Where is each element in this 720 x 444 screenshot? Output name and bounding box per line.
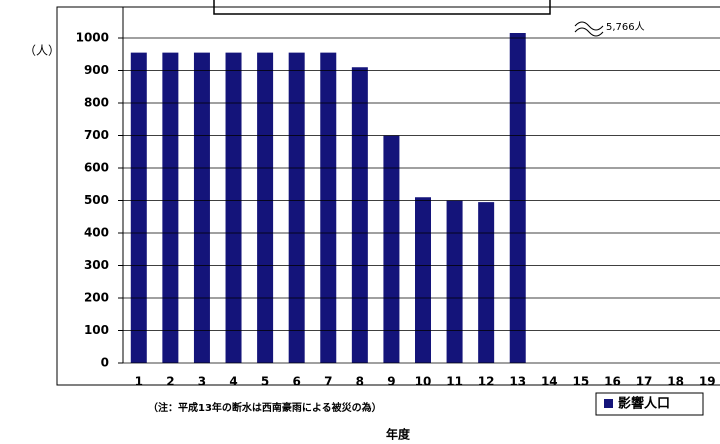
x-tick-label: 8 — [356, 375, 364, 389]
y-tick-label: 500 — [84, 193, 109, 207]
bar — [193, 52, 210, 363]
y-tick-label: 400 — [84, 226, 109, 240]
axis-break — [574, 21, 604, 37]
legend-box — [595, 392, 704, 416]
x-tick-label: 5 — [261, 375, 269, 389]
x-tick-label: 17 — [636, 375, 653, 389]
y-axis-label: （人） — [24, 44, 60, 58]
y-tick-label: 900 — [84, 63, 109, 77]
y-tick-label: 1000 — [76, 31, 109, 45]
y-tick-label: 200 — [84, 291, 109, 305]
x-tick-label: 4 — [229, 375, 237, 389]
x-tick-label: 19 — [699, 375, 716, 389]
y-tick-label: 700 — [84, 128, 109, 142]
bar — [351, 67, 368, 363]
x-tick-label: 2 — [166, 375, 174, 389]
chart-frame — [56, 6, 720, 386]
bar — [257, 52, 274, 363]
bar — [478, 202, 495, 363]
legend-label: 影響人口 — [618, 396, 670, 412]
plot — [130, 33, 526, 363]
x-tick-label: 10 — [415, 375, 432, 389]
x-tick-label: 12 — [478, 375, 495, 389]
y-tick-label: 100 — [84, 323, 109, 337]
x-tick-label: 3 — [198, 375, 206, 389]
bar — [509, 33, 526, 363]
bar — [415, 197, 431, 363]
y-tick-label: 300 — [84, 258, 109, 272]
x-tick-label: 18 — [667, 375, 684, 389]
bar — [225, 52, 242, 363]
legend-swatch — [604, 399, 613, 408]
note: （注：平成13年の断水は西南豪雨による被災の為） — [148, 401, 382, 414]
value-label: 5,766人 — [606, 21, 645, 33]
x-tick-label: 13 — [509, 375, 526, 389]
x-tick-label: 7 — [324, 375, 332, 389]
x-tick-label: 1 — [135, 375, 143, 389]
bar — [446, 200, 463, 363]
x-axis-label: 年度 — [386, 427, 411, 442]
y-tick-label: 600 — [84, 161, 109, 175]
x-tick-label: 16 — [604, 375, 621, 389]
x-tick-label: 6 — [293, 375, 301, 389]
x-tick-label: 9 — [387, 375, 395, 389]
y-tick-label: 800 — [84, 96, 109, 110]
bar — [288, 52, 305, 363]
bar — [130, 52, 147, 363]
x-tick-label: 15 — [573, 375, 590, 389]
bar — [162, 52, 179, 363]
x-tick-label: 11 — [446, 375, 463, 389]
x-tick-label: 14 — [541, 375, 558, 389]
bar — [320, 52, 337, 363]
bar — [383, 135, 400, 363]
y-tick-label: 0 — [101, 356, 109, 370]
